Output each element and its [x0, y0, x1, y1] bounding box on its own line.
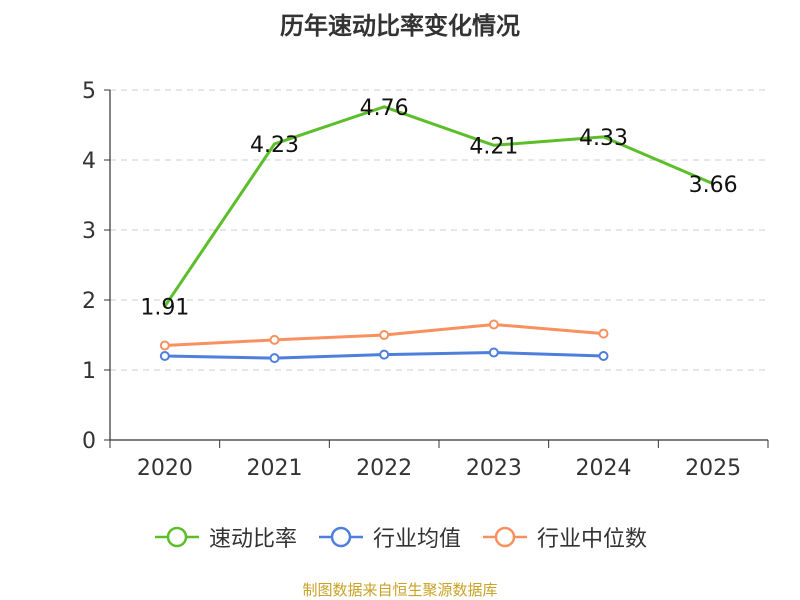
data-point: [159, 351, 170, 361]
data-labels: 1.91 4.23 4.76 4.21 4.33 3.66: [140, 96, 737, 320]
x-tick-label: 2022: [356, 456, 412, 481]
series-line: [163, 105, 714, 308]
data-point: [488, 347, 499, 358]
x-tick-label: 2021: [247, 456, 303, 481]
data-label: 4.33: [579, 126, 628, 151]
y-tick-label: 3: [82, 219, 96, 244]
y-tick-label: 1: [82, 359, 96, 384]
legend-marker-icon: [483, 526, 527, 548]
y-tick-label: 0: [82, 429, 96, 454]
x-tick-label: 2020: [137, 456, 193, 481]
legend-item-industry-mean[interactable]: 行业均值: [317, 521, 461, 553]
series-lines: [159, 105, 714, 364]
data-label: 4.23: [250, 133, 299, 158]
legend-marker-icon: [154, 526, 199, 548]
legend: 速动比率 行业均值 行业中位数: [0, 520, 800, 554]
legend-label: 行业均值: [372, 527, 461, 552]
data-label: 1.91: [140, 295, 189, 320]
data-point: [488, 319, 499, 330]
x-tick-label: 2023: [466, 456, 522, 481]
data-point: [598, 328, 609, 339]
data-label: 4.21: [469, 134, 518, 159]
data-point: [379, 330, 390, 340]
data-label: 3.66: [689, 173, 738, 198]
grid-lines: [110, 89, 768, 371]
data-point: [159, 340, 170, 351]
legend-label: 速动比率: [208, 527, 297, 552]
x-tick-label: 2024: [576, 456, 632, 481]
data-point: [269, 353, 280, 364]
data-point: [598, 351, 609, 361]
y-tick-label: 5: [82, 79, 96, 104]
y-tick-label: 2: [82, 289, 96, 314]
x-tick-label: 2025: [685, 456, 741, 481]
y-tick-label: 4: [82, 149, 96, 174]
data-label: 4.76: [360, 96, 409, 121]
legend-item-industry-median[interactable]: 行业中位数: [481, 521, 647, 553]
legend-item-quick-ratio[interactable]: 速动比率: [153, 521, 297, 553]
source-note: 制图数据来自恒生聚源数据库: [302, 581, 498, 599]
data-point: [379, 349, 390, 360]
legend-label: 行业中位数: [537, 527, 648, 552]
chart-title: 历年速动比率变化情况: [280, 12, 520, 40]
legend-marker-icon: [318, 526, 363, 548]
axes: 0 1 2 3 4 5 2020 2021 2022 2023 2024 2025: [82, 79, 769, 481]
data-point: [269, 334, 280, 345]
